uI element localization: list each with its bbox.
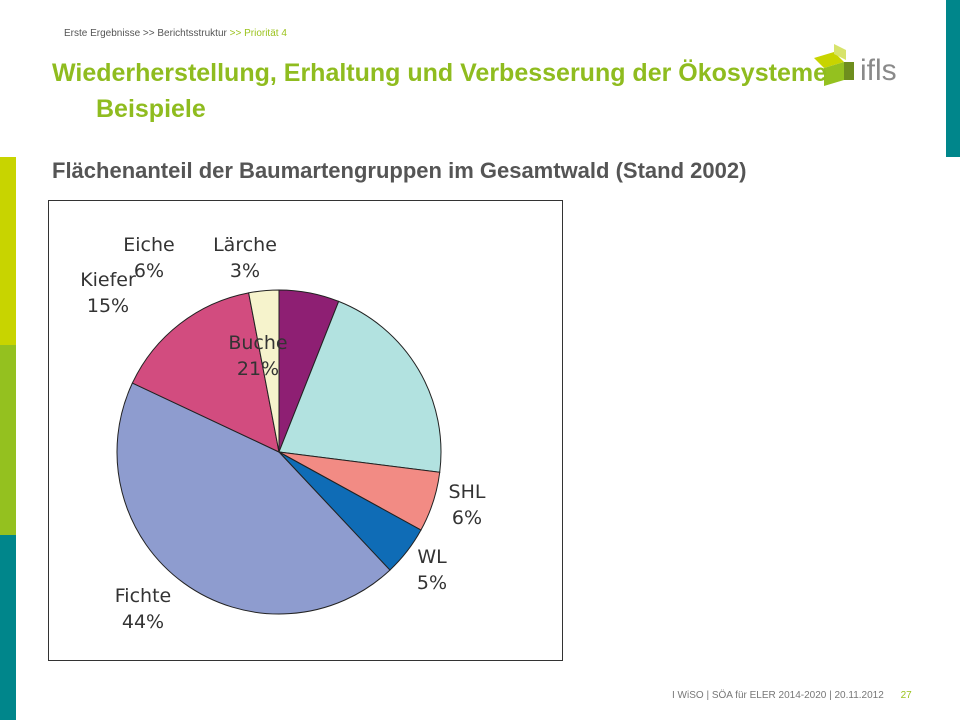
breadcrumb-path: Erste Ergebnisse >> Berichtsstruktur — [64, 28, 227, 39]
right-accent-bar — [946, 0, 960, 157]
title-line-1: Wiederherstellung, Erhaltung und Verbess… — [52, 59, 827, 87]
pie-chart-frame: Eiche 6% Buche 21% SHL 6% WL 5% Fichte 44% Kiefer 1… — [48, 200, 563, 661]
pie-chart: Eiche6%Buche21%SHL6%WL5%Fichte44%Kiefer1… — [80, 234, 486, 633]
slice-label-kiefer: Kiefer — [80, 269, 136, 291]
title-line-2: Beispiele — [96, 95, 206, 124]
ifls-logo: ifls — [814, 44, 897, 87]
logo-wordmark: ifls — [860, 54, 897, 87]
page-number: 27 — [900, 690, 912, 701]
pie-slice-fichte — [116, 382, 391, 615]
slice-value-wl: 5% — [417, 572, 447, 594]
footer-text: I WiSO | SÖA für ELER 2014-2020 | 20.11.… — [672, 690, 884, 701]
slice-label-eiche: Eiche — [123, 234, 174, 256]
breadcrumb: Erste Ergebnisse >> Berichtsstruktur >> … — [64, 28, 287, 39]
slice-label-lärche: Lärche — [213, 234, 277, 256]
page-title: Wiederherstellung, Erhaltung und Verbess… — [52, 55, 892, 128]
slice-label-fichte: Fichte — [115, 585, 171, 607]
chart-subtitle: Flächenanteil der Baumartengruppen im Ge… — [52, 158, 747, 183]
pie-slice-lärche — [248, 289, 280, 453]
slice-value-kiefer: 15% — [87, 295, 129, 317]
left-accent-bar-teal — [0, 535, 16, 720]
slice-label-shl: SHL — [449, 481, 486, 503]
footer: I WiSO | SÖA für ELER 2014-2020 | 20.11.… — [672, 690, 912, 701]
left-accent-bar-lime — [0, 157, 16, 345]
pie-slice-kiefer — [131, 292, 280, 453]
slice-label-buche: Buche — [228, 332, 287, 354]
slice-value-buche: 21% — [237, 358, 279, 380]
slice-value-lärche: 3% — [230, 260, 260, 282]
slice-value-eiche: 6% — [134, 260, 164, 282]
slice-label-wl: WL — [417, 546, 447, 568]
breadcrumb-current: >> Priorität 4 — [229, 28, 287, 39]
pie-slice-buche — [278, 300, 442, 473]
slice-value-fichte: 44% — [122, 611, 164, 633]
slice-value-shl: 6% — [452, 507, 482, 529]
left-accent-bar-green — [0, 345, 16, 535]
